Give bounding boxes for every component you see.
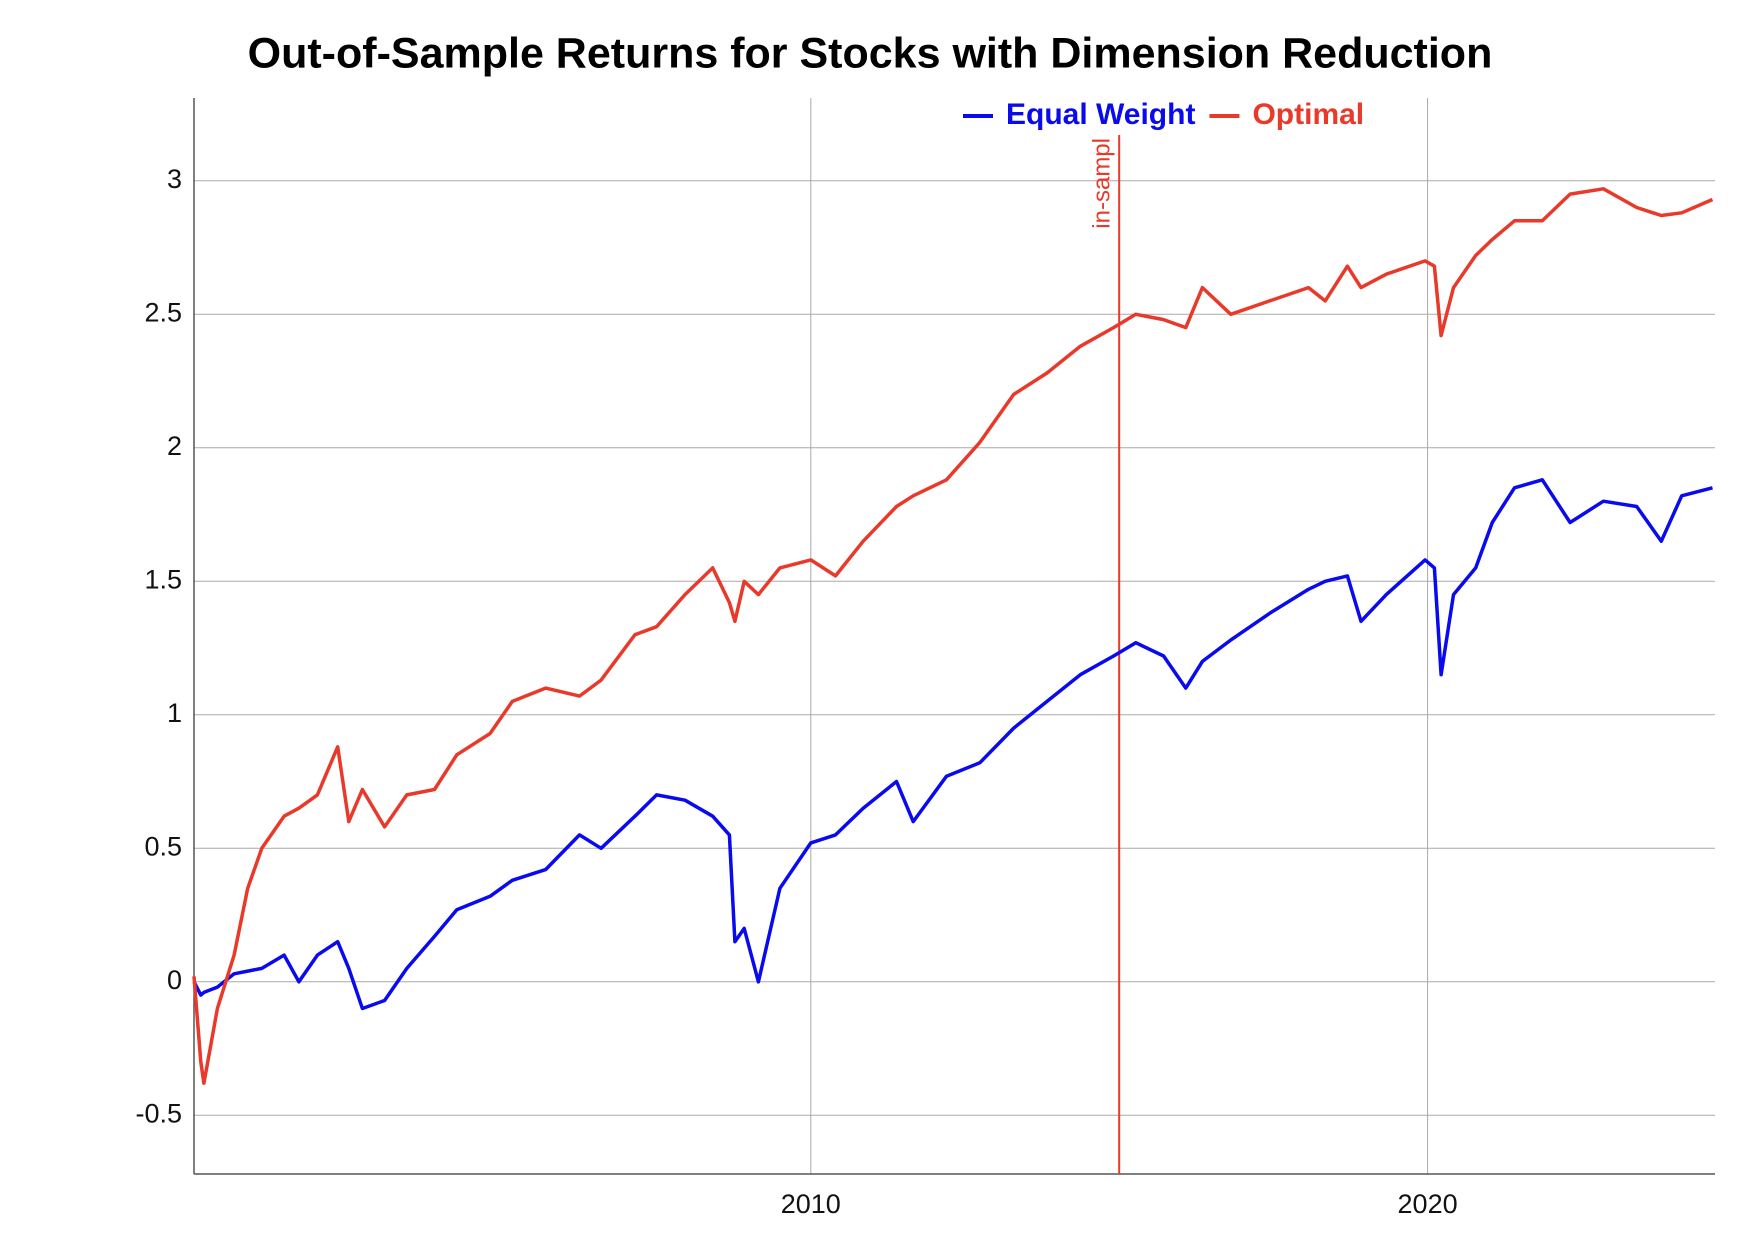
y-tick-label: 3 [167,164,182,194]
y-tick-label: -0.5 [135,1098,182,1128]
y-tick-label: 0.5 [144,831,182,861]
series-line [192,187,1714,1085]
chart-title: Out-of-Sample Returns for Stocks with Di… [248,29,1493,77]
y-tick-label: 1.5 [144,564,182,594]
legend: Equal Weight Optimal [963,98,1364,131]
y-tick-label: 2 [167,431,182,461]
series-line [192,478,1713,1011]
legend-label: Equal Weight [1006,98,1195,131]
y-tick-label: 2.5 [144,297,182,327]
y-tick-label: 0 [167,965,182,995]
x-tick-label: 2020 [1398,1189,1458,1219]
annotation-label: in-sampl [1089,138,1116,229]
x-tick-label: 2010 [781,1189,841,1219]
y-tick-label: 1 [167,698,182,728]
legend-label: Optimal [1252,98,1364,131]
